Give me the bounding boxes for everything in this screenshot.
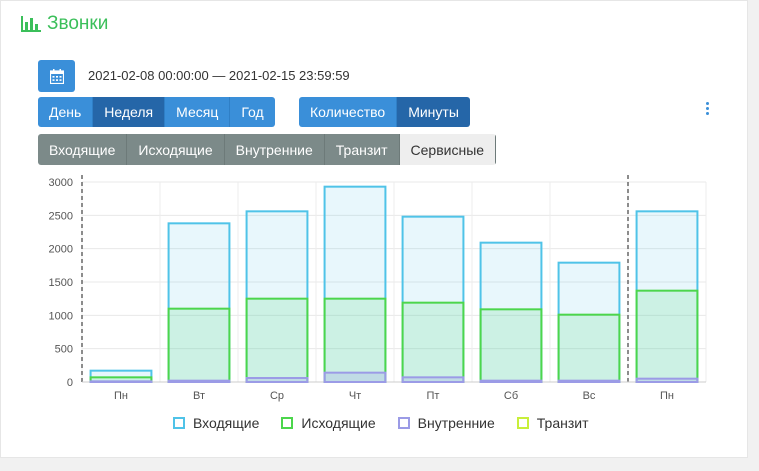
legend-swatch <box>397 417 410 429</box>
more-menu-icon[interactable] <box>704 102 710 117</box>
y-tick-label: 2000 <box>49 244 73 256</box>
tab-minutes[interactable]: Минуты <box>397 97 470 127</box>
date-range-text: 2021-02-08 00:00:00 — 2021-02-15 23:59:5… <box>88 68 350 83</box>
bar-outgoing <box>167 307 231 383</box>
call-type-tabs: Входящие Исходящие Внутренние Транзит Се… <box>38 134 497 165</box>
y-tick-label: 3000 <box>49 177 73 189</box>
x-tick-label: Вт <box>193 390 205 402</box>
x-tick-label: Ср <box>270 390 284 402</box>
tab-month[interactable]: Месяц <box>165 97 231 127</box>
y-tick-label: 500 <box>55 344 73 356</box>
legend-label: Входящие <box>193 415 260 431</box>
metric-tabs: Количество Минуты <box>299 97 470 127</box>
legend-item-transit[interactable]: Транзит <box>516 415 589 431</box>
x-tick-label: Чт <box>349 390 361 402</box>
bar-incoming <box>401 215 465 383</box>
tab-count[interactable]: Количество <box>299 97 398 127</box>
period-tabs: День Неделя Месяц Год <box>38 97 275 127</box>
legend-item-internal[interactable]: Внутренние <box>397 415 495 431</box>
calls-chart: 0 500 1000 1500 2000 2500 3000 Пн Вт Ср Чт Пт Сб Вс Пн <box>49 175 707 402</box>
bar-internal <box>479 379 543 383</box>
bar-incoming <box>323 185 387 383</box>
x-tick-label: Вс <box>583 390 596 402</box>
legend-swatch <box>173 417 185 429</box>
x-tick-label: Пт <box>427 390 440 402</box>
bar-chart-icon <box>21 16 41 32</box>
tab-transit[interactable]: Транзит <box>324 134 400 165</box>
bar-incoming <box>635 210 699 383</box>
calls-panel: Звонки 2021-02-08 00:00:00 — 2021-02-15 … <box>0 0 748 458</box>
tab-day[interactable]: День <box>38 97 94 127</box>
legend-item-incoming[interactable]: Входящие <box>173 415 259 431</box>
bar-internal <box>557 379 621 383</box>
y-tick-label: 0 <box>67 377 73 389</box>
x-tick-label: Сб <box>504 390 518 402</box>
x-tick-label: Пн <box>660 390 674 402</box>
calendar-icon <box>49 68 64 84</box>
legend-swatch <box>516 417 529 429</box>
bar-outgoing <box>323 297 387 383</box>
y-tick-label: 2500 <box>49 210 73 222</box>
chart-legend: Входящие Исходящие Внутренние Транзит <box>173 415 611 431</box>
x-tick-label: Пн <box>114 390 128 402</box>
bar-outgoing <box>557 313 621 383</box>
bar-incoming <box>167 222 231 383</box>
legend-item-outgoing[interactable]: Исходящие <box>281 415 376 431</box>
legend-label: Транзит <box>536 415 589 431</box>
bar-outgoing <box>635 289 699 383</box>
tab-outgoing[interactable]: Исходящие <box>127 134 225 165</box>
tab-incoming[interactable]: Входящие <box>38 134 128 165</box>
tab-week[interactable]: Неделя <box>93 97 166 127</box>
bar-internal <box>167 379 231 383</box>
tab-service[interactable]: Сервисные <box>399 134 497 165</box>
panel-title-text: Звонки <box>47 13 109 34</box>
tab-internal[interactable]: Внутренние <box>224 134 325 165</box>
bar-internal <box>635 377 699 383</box>
y-tick-label: 1000 <box>49 310 73 322</box>
bar-outgoing <box>479 308 543 384</box>
bar-incoming <box>245 210 309 383</box>
bar-incoming <box>557 261 621 383</box>
tab-year[interactable]: Год <box>230 97 275 127</box>
y-tick-label: 1500 <box>49 277 73 289</box>
bar-outgoing <box>401 301 465 383</box>
bar-internal <box>89 380 153 384</box>
bar-outgoing <box>245 297 309 383</box>
bar-internal <box>245 377 309 383</box>
bar-internal <box>401 376 465 384</box>
panel-title: Звонки <box>21 13 108 35</box>
legend-swatch <box>281 417 294 429</box>
bar-internal <box>323 371 387 383</box>
legend-label: Внутренние <box>417 415 495 431</box>
calendar-button[interactable] <box>38 60 75 92</box>
legend-label: Исходящие <box>301 415 376 431</box>
